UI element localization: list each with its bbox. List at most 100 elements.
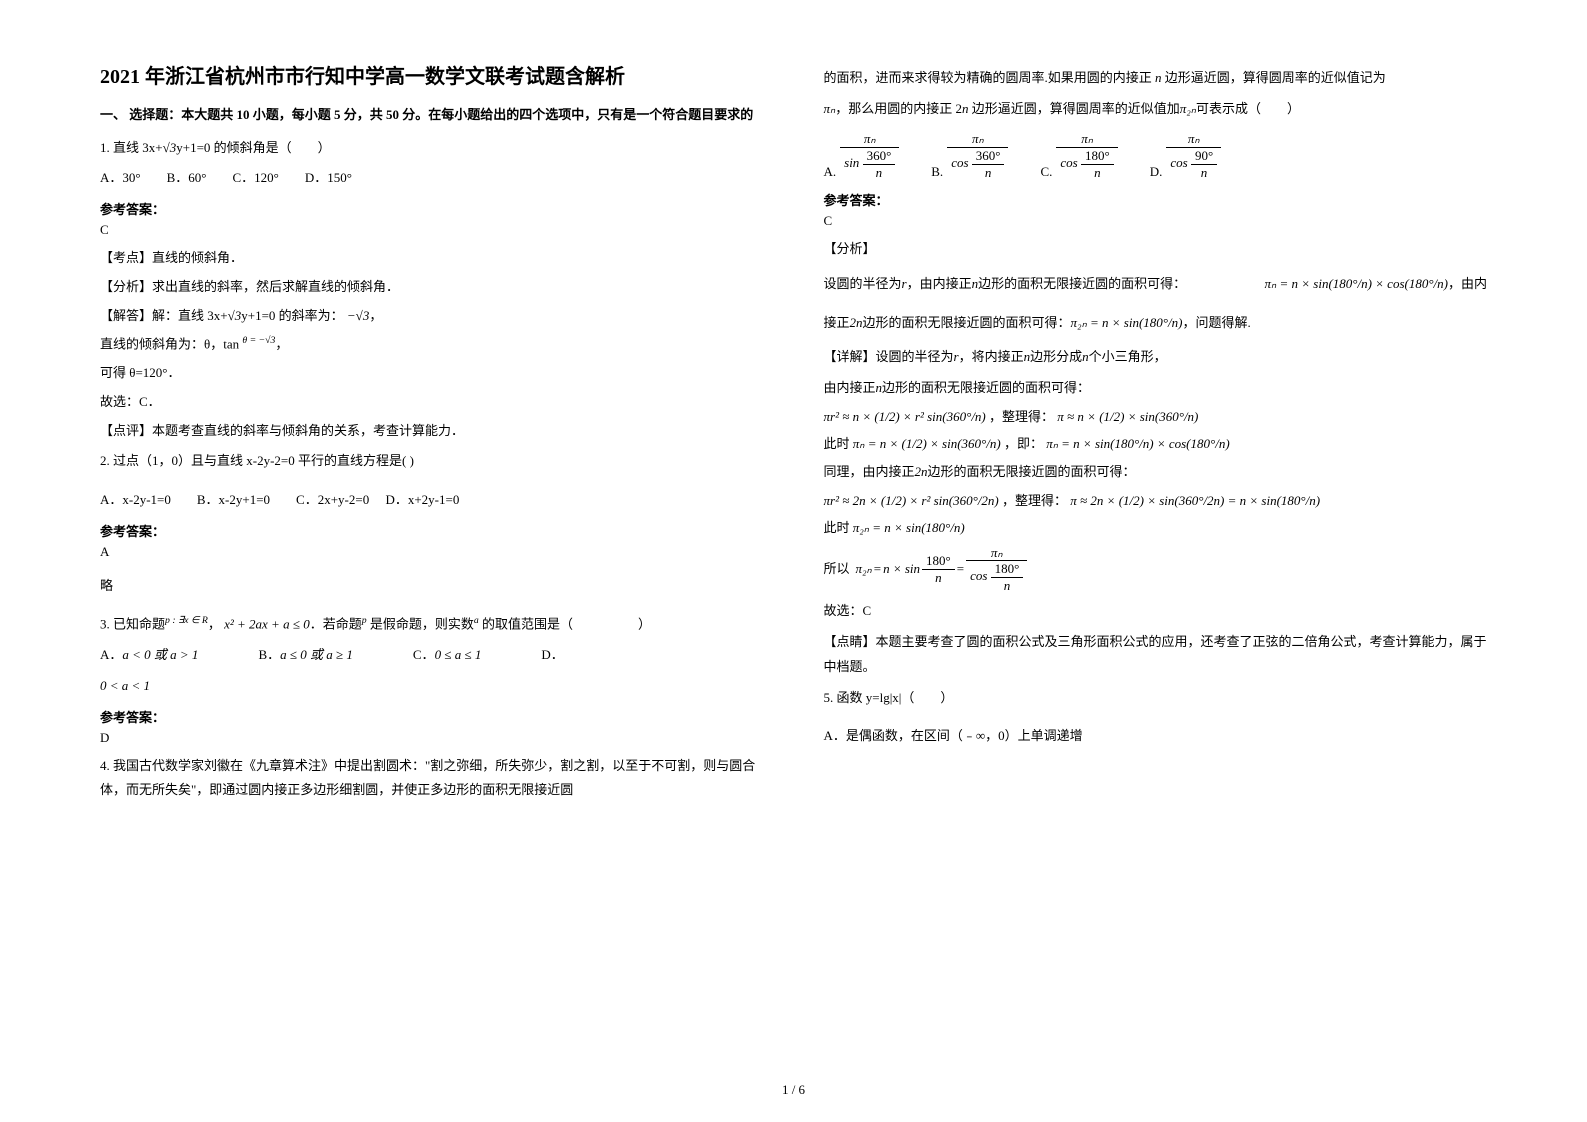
q4-fx2: 接正2n边形的面积无限接近圆的面积可得： π₂ₙ = n × sin(180°/… (824, 307, 1488, 340)
q4-fx1-pre: 设圆的半径为 (824, 272, 902, 297)
q4-fx1: 设圆的半径为r，由内接正n边形的面积无限接近圆的面积可得： πₙ = n × s… (824, 268, 1488, 301)
q4-optD-cos: cos (1170, 155, 1187, 170)
q4-eq5-f2d-frac: 180° n (991, 561, 1024, 593)
q4-eq2: πₙ = n × (1/2) × sin(360°/n) (853, 436, 1001, 451)
page: 2021 年浙江省杭州市市行知中学高一数学文联考试题含解析 一、 选择题：本大题… (0, 0, 1587, 1122)
q3-post3: 的取值范围是（ ） (479, 617, 651, 632)
q4-eq3b: π ≈ 2n × (1/2) × sin(360°/2n) = n × sin(… (1070, 493, 1320, 508)
q4-optA-label: A. (824, 164, 837, 180)
q5-optA: A．是偶函数，在区间（﹣∞，0）上单调递增 (824, 724, 1488, 749)
q4-eq4: π₂ₙ = n × sin(180°/n) (853, 520, 965, 535)
q4-eq5-f2dn: 180° (991, 561, 1024, 578)
q4-eq5-line: 所以 π₂ₙ = π₂ₙ = n × sin(180°/n) n × sin 1… (824, 545, 1488, 594)
q4-optC-den-frac: 180° n (1081, 148, 1114, 180)
q1-kd: 【考点】直线的倾斜角． (100, 246, 764, 271)
q4-eq2b: πₙ = n × sin(180°/n) × cos(180°/n) (1046, 436, 1229, 451)
q4-tl-post: 边形的面积无限接近圆的面积可得： (928, 464, 1136, 479)
q4-optB-den-den: n (972, 165, 1005, 181)
q4-optD-num: πₙ (1166, 131, 1221, 148)
q4-c1-post: 边形逼近圆，算得圆周率的近似值记为 (1162, 70, 1386, 85)
q4-optB-den-num: 360° (972, 148, 1005, 165)
q4-xj2-pre: 由内接正 (824, 380, 876, 395)
q4-cont1: 的面积，进而来求得较为精确的圆周率.如果用圆的内接正 n 边形逼近圆，算得圆周率… (824, 66, 1488, 91)
q1-jd2: 直线的倾斜角为：θ，tan θ = −√3， (100, 332, 764, 357)
q4-suoyi: 所以 (824, 559, 850, 580)
q4-eq1-line: πr² ≈ n × (1/2) × r² sin(360°/n) ，整理得： π… (824, 407, 1488, 428)
q1-jd: 【解答】解：直线 3x+√3y+1=0 的斜率为： −√3， (100, 304, 764, 329)
q4-arr1: ，整理得： (989, 409, 1054, 424)
q3-c1: ， (208, 617, 221, 632)
q4-optD-den-num: 90° (1191, 148, 1217, 165)
section-1-heading: 一、 选择题：本大题共 10 小题，每小题 5 分，共 50 分。在每小题给出的… (100, 105, 764, 126)
q4-formula-pi2n: π₂ₙ = n × sin(180°/n) (1071, 313, 1183, 334)
q3-stem-pre: 3. 已知命题 (100, 617, 165, 632)
q3-ineq: x² + 2ax + a ≤ 0 (224, 617, 310, 632)
q4-tl-pre: 同理，由内接正 (824, 464, 915, 479)
q4-optB-frac: πₙ cos 360° n (947, 131, 1008, 180)
q1-stem-post: y+1=0 的倾斜角是（ ） (176, 140, 330, 155)
q4-optC-den-den: n (1081, 165, 1114, 181)
q4-tl-2n: 2n (915, 464, 928, 479)
q2-answer-label: 参考答案： (100, 521, 764, 540)
q4-eq5-f2n: πₙ (966, 545, 1027, 562)
q4-ct1: 此时 (824, 436, 850, 451)
q4-xj1: 【详解】设圆的半径为r，将内接正n边形分成n个小三角形， (824, 345, 1488, 370)
q4-eq5-lhs: π₂ₙ (856, 559, 872, 580)
q4-c2-pre: ，那么用圆的内接正 2 (835, 101, 962, 116)
q4-fx-label: 【分析】 (824, 237, 1488, 262)
q4-fx2-2n: 2n (850, 311, 863, 336)
q4-optA-den-den: n (863, 165, 896, 181)
q1-jd-val: −√3 (347, 308, 369, 323)
q4-optD-frac: πₙ cos 90° n (1166, 131, 1221, 180)
q4-optC-label: C. (1040, 164, 1052, 180)
q1-jd4: 故选：C． (100, 390, 764, 415)
q4-fx2-pre: 接正 (824, 311, 850, 336)
q4-eq5-f2d: cos 180° n (966, 561, 1027, 593)
q4-eq3: πr² ≈ 2n × (1/2) × r² sin(360°/2n) (824, 493, 999, 508)
q3-optB-v: a ≤ 0 或 a ≥ 1 (280, 647, 353, 662)
q1-jd-pre: 【解答】解：直线 3x+ (100, 308, 228, 323)
q5-stem: 5. 函数 y=lg|x|（ ） (824, 686, 1488, 711)
q4-eq1: πr² ≈ n × (1/2) × r² sin(360°/n) (824, 409, 986, 424)
q4-eq1b: π ≈ n × (1/2) × sin(360°/n) (1057, 409, 1198, 424)
q1-stem-pre: 1. 直线 3x+ (100, 140, 163, 155)
q4-optC: C. πₙ cos 180° n (1040, 131, 1117, 180)
q4-fx1-post: 边形的面积无限接近圆的面积可得： (978, 272, 1186, 297)
q4-answer: C (824, 213, 1488, 229)
q4-xj2-post: 边形的面积无限接近圆的面积可得： (882, 380, 1090, 395)
q4-optC-den: cos 180° n (1056, 148, 1117, 180)
q1-answer: C (100, 222, 764, 238)
q4-eq2-line: 此时 πₙ = n × (1/2) × sin(360°/n) ，即： πₙ =… (824, 434, 1488, 455)
q1-dp: 【点评】本题考查直线的斜率与倾斜角的关系，考查计算能力． (100, 419, 764, 444)
q4-optC-den-num: 180° (1081, 148, 1114, 165)
q4-fx1-mid: ，由内接正 (907, 272, 972, 297)
q3-optD-l: D． (541, 647, 563, 662)
q1-jd-mid: y+1=0 的斜率为： (241, 308, 343, 323)
two-columns: 2021 年浙江省杭州市市行知中学高一数学文联考试题含解析 一、 选择题：本大题… (100, 60, 1487, 1040)
q4-optA-frac: πₙ sin 360° n (840, 131, 899, 180)
q3-optA-v: a < 0 或 a > 1 (122, 647, 198, 662)
q1-jd3: 可得 θ=120°． (100, 361, 764, 386)
q4-pi2n: π₂ₙ (1180, 101, 1196, 116)
q4-answer-label: 参考答案： (824, 190, 1488, 209)
q2-options: A．x-2y-1=0 B．x-2y+1=0 C．2x+y-2=0 D．x+2y-… (100, 488, 764, 513)
q4-c2-post: 边形逼近圆，算得圆周率的近似值加 (968, 101, 1179, 116)
q4-optA-den-frac: 360° n (863, 148, 896, 180)
q3-options: A．a < 0 或 a > 1 B．a ≤ 0 或 a ≥ 1 C．0 ≤ a … (100, 643, 764, 668)
q4-tongli: 同理，由内接正2n边形的面积无限接近圆的面积可得： (824, 460, 1488, 485)
q4-eq5-frac2: πₙ cos 180° n (966, 545, 1027, 594)
q4-optC-cos: cos (1060, 155, 1077, 170)
q3-optD-v: 0 < a < 1 (100, 678, 150, 693)
q4-c1-pre: 的面积，进而来求得较为精确的圆周率.如果用圆的内接正 (824, 70, 1156, 85)
q4-arr2: ，整理得： (1002, 493, 1067, 508)
q3-optD: D． (541, 643, 563, 668)
q4-eq5-f2dd: n (991, 578, 1024, 594)
q4-fx2-mid: 边形的面积无限接近圆的面积可得： (863, 311, 1071, 336)
q3-pdef: p : ∃x ∈ R (165, 615, 208, 626)
q3-optD-line: 0 < a < 1 (100, 674, 764, 699)
q4-xj1-mid: ，将内接正 (959, 349, 1024, 364)
q3-post: ．若命题 (310, 617, 362, 632)
q4-pin: πₙ (824, 101, 836, 116)
q2-answer: A (100, 544, 764, 560)
q4-optC-num: πₙ (1056, 131, 1117, 148)
